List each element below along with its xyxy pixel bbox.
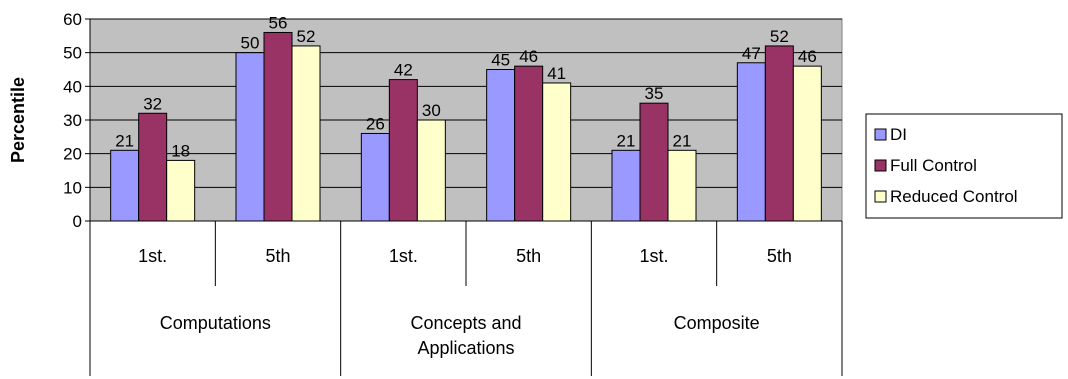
data-label: 35	[645, 84, 664, 103]
x-tick-label: 1st.	[389, 246, 418, 266]
data-label: 46	[519, 47, 538, 66]
legend: DI Full Control Reduced Control	[865, 113, 1063, 219]
bar	[388, 79, 418, 222]
x-tick-label: 5th	[265, 246, 290, 266]
data-label: 46	[798, 47, 817, 66]
bar	[792, 65, 822, 222]
data-label: 41	[547, 64, 566, 83]
y-tick-label: 20	[63, 145, 82, 164]
bar	[263, 31, 293, 222]
bar	[611, 149, 641, 222]
y-tick-label: 50	[63, 44, 82, 63]
bar	[486, 69, 516, 222]
bar	[110, 149, 140, 222]
data-label: 21	[115, 131, 134, 150]
legend-label: Full Control	[890, 156, 977, 175]
data-label: 30	[422, 101, 441, 120]
y-axis-title: Percentile	[8, 77, 28, 163]
y-tick-label: 0	[73, 212, 82, 231]
x-group-label: Concepts and	[410, 313, 521, 333]
legend-swatch	[874, 128, 887, 141]
bar	[639, 102, 669, 222]
y-tick-label: 10	[63, 178, 82, 197]
x-tick-label: 1st.	[138, 246, 167, 266]
y-tick-label: 60	[63, 10, 82, 29]
bar	[667, 149, 697, 222]
y-axis: 0 10 20 30 40 50 60	[63, 10, 91, 231]
data-label: 56	[269, 13, 288, 32]
bar	[166, 159, 196, 222]
data-label: 52	[770, 27, 789, 46]
data-label: 45	[491, 51, 510, 70]
y-tick-label: 40	[63, 77, 82, 96]
x-tick-label: 1st.	[639, 246, 668, 266]
legend-swatch	[874, 190, 887, 203]
bar	[291, 45, 321, 222]
x-group-label: Computations	[160, 313, 271, 333]
bar	[736, 62, 766, 222]
data-label: 47	[742, 44, 761, 63]
data-label: 21	[617, 131, 636, 150]
bar	[542, 82, 572, 222]
bar	[235, 52, 265, 222]
x-tick-label: 5th	[516, 246, 541, 266]
x-group-label: Applications	[417, 338, 514, 358]
x-axis: 1st. 5th Computations 1st. 5th Concepts and Ap…	[89, 220, 843, 376]
legend-label: Reduced Control	[890, 187, 1018, 206]
data-labels: 21 32 18 50 56 52 26 42 30 45 46 41 21 35 21 47 52 46	[115, 13, 817, 160]
bar	[764, 45, 794, 222]
y-tick-label: 30	[63, 111, 82, 130]
data-label: 18	[171, 141, 190, 160]
data-label: 32	[143, 94, 162, 113]
bar	[514, 65, 544, 222]
x-tick-label: 5th	[767, 246, 792, 266]
data-label: 52	[297, 27, 316, 46]
legend-box	[865, 113, 1063, 219]
data-label: 50	[241, 34, 260, 53]
bar	[416, 119, 446, 222]
x-group-label: Composite	[674, 313, 760, 333]
bars	[110, 31, 822, 222]
legend-swatch	[874, 159, 887, 172]
data-label: 42	[394, 61, 413, 80]
legend-label: DI	[890, 125, 907, 144]
data-label: 26	[366, 114, 385, 133]
bar	[360, 132, 390, 222]
data-label: 21	[673, 131, 692, 150]
gridlines	[90, 18, 842, 188]
bar	[138, 112, 168, 222]
